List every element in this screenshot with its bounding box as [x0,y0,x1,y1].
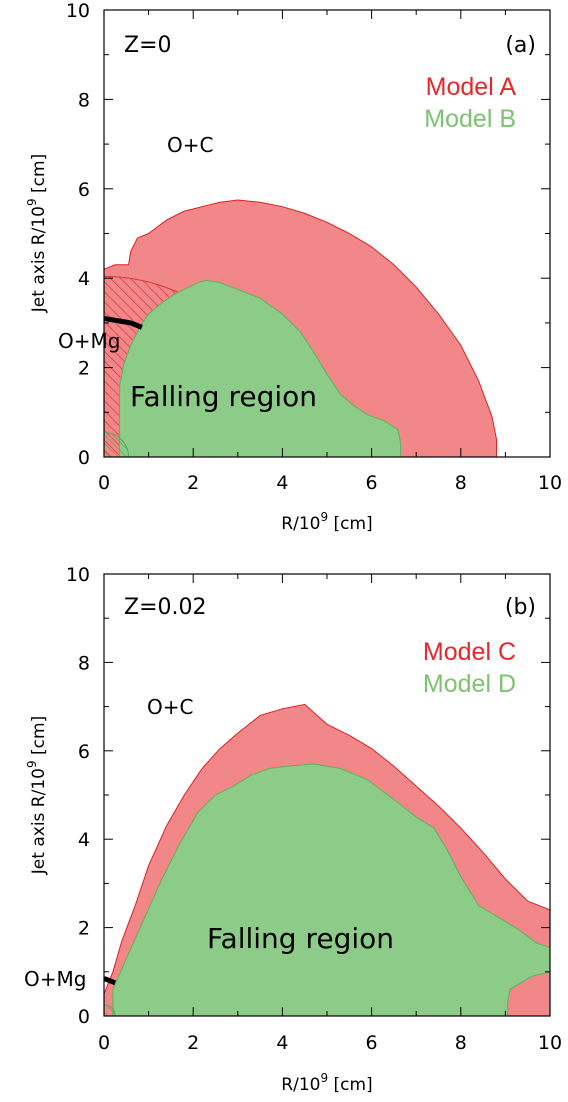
y-tick-label: 8 [78,652,90,674]
x-tick-label: 10 [538,1032,562,1054]
panel-b: 0 2 4 6 8 10 0 2 4 6 8 10 R/109 [cm] Jet… [24,564,562,1095]
x-tick-label: 2 [187,472,199,494]
x-tick-label: 6 [366,472,378,494]
tick-marks [103,573,551,1017]
y-tick-label: 4 [78,829,90,851]
x-tick-label: 10 [538,472,562,494]
o-mg-boundary-line [104,315,143,330]
annotation-o-mg: O+Mg [58,329,120,353]
legend-entry: Model C [423,638,516,666]
annotation-o-c: O+C [147,695,193,719]
x-axis-label: R/109 [cm] [281,1071,372,1095]
y-tick-label: 10 [66,0,90,22]
x-axis-label: R/109 [cm] [281,510,372,534]
panel-a: 0 2 4 6 8 10 0 2 4 6 8 10 R/109 [cm] Jet… [25,0,562,534]
y-tick-label: 6 [78,179,90,201]
y-axis-label: Jet axis R/109 [cm] [25,716,49,875]
model-d-area [112,763,550,1016]
x-tick-label: 8 [455,472,467,494]
tick-marks [103,9,551,458]
annotation-o-mg: O+Mg [24,967,86,991]
x-tick-label: 0 [98,1032,110,1054]
panel-label: (b) [505,595,536,620]
x-tick-label: 4 [276,1032,288,1054]
annotation-falling-region: Falling region [130,380,317,413]
x-tick-label: 2 [187,1032,199,1054]
y-tick-label: 10 [66,564,90,586]
y-tick-label: 6 [78,741,90,763]
x-tick-label: 6 [366,1032,378,1054]
y-tick-label: 4 [78,268,90,290]
corner-label: Z=0.02 [124,595,207,620]
annotation-o-c: O+C [167,133,213,157]
y-tick-label: 2 [78,918,90,940]
y-tick-label: 0 [78,1006,90,1028]
legend-entry: Model B [424,105,516,133]
x-tick-label: 8 [455,1032,467,1054]
legend-entry: Model A [426,73,517,101]
annotation-falling-region: Falling region [207,922,394,955]
y-axis-label: Jet axis R/109 [cm] [25,154,49,313]
y-tick-label: 0 [78,447,90,469]
legend-entry: Model D [423,670,516,698]
x-tick-label: 0 [98,472,110,494]
y-tick-label: 8 [78,89,90,111]
panel-label: (a) [505,33,536,58]
corner-label: Z=0 [124,33,172,58]
y-tick-label: 2 [78,358,90,380]
o-mg-boundary-line [104,976,117,986]
x-tick-label: 4 [276,472,288,494]
core-hatch-area [104,431,130,457]
